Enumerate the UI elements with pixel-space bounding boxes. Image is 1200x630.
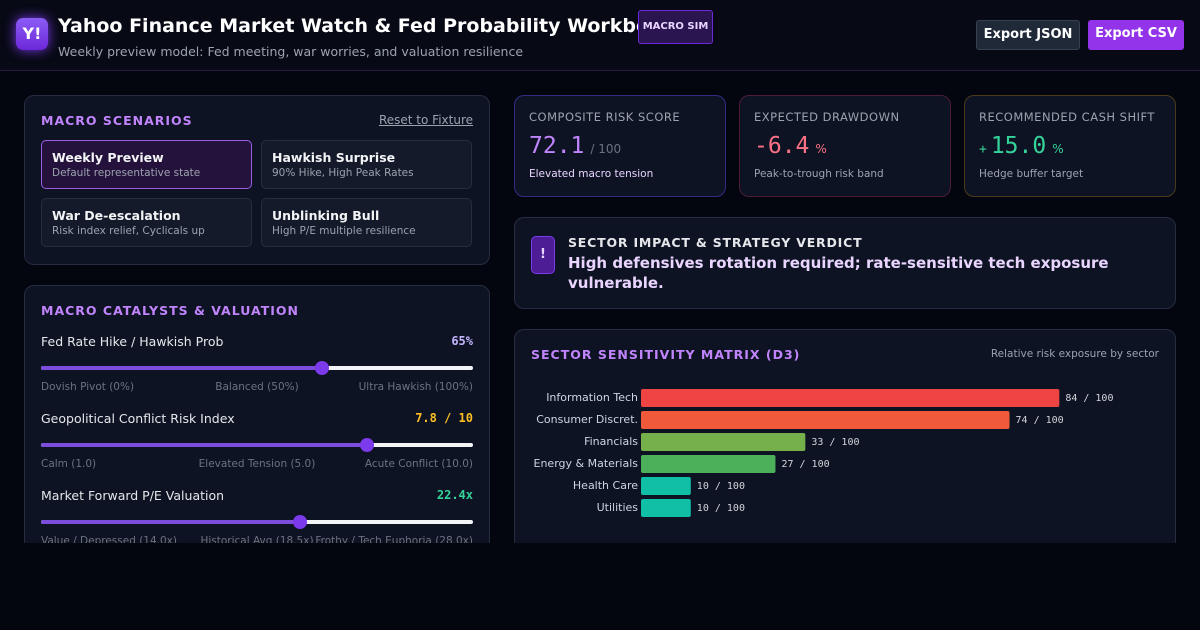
metric-note: Hedge buffer target — [979, 168, 1084, 180]
metric-value: 72.1 / 100 — [529, 133, 621, 159]
scenario-desc: Risk index relief, Cyclicals up — [52, 225, 205, 237]
slider-thumb[interactable] — [314, 361, 329, 375]
scenario-name: Hawkish Surprise — [272, 150, 396, 165]
chart-title: SECTOR SENSITIVITY MATRIX (D3) — [531, 347, 801, 362]
bar — [641, 433, 806, 451]
slider-value: 65% — [451, 334, 473, 348]
export-json[interactable]: Export JSON — [976, 20, 1080, 50]
verdict-title: SECTOR IMPACT & STRATEGY VERDICT — [568, 235, 863, 250]
bar — [641, 477, 691, 495]
metric-number: 72.1 — [529, 133, 585, 159]
scenario-name: War De-escalation — [52, 208, 181, 223]
scenario-name: Weekly Preview — [52, 150, 164, 165]
slider-track — [41, 438, 473, 452]
category-label: Information Tech — [546, 391, 638, 404]
scenario-card[interactable]: Hawkish Surprise 90% Hike, High Peak Rate… — [261, 140, 472, 189]
header: Y! Yahoo Finance Market Watch & Fed Prob… — [0, 0, 1200, 71]
value-label: 27 / 100 — [781, 459, 829, 470]
slider-scale-label: Calm (1.0) — [41, 458, 97, 470]
catalysts-panel: MACRO CATALYSTS & VALUATION Fed Rate Hik… — [24, 285, 490, 543]
slider-thumb[interactable] — [293, 515, 308, 529]
slider-label: Geopolitical Conflict Risk Index — [41, 411, 235, 426]
badge: MACRO SIM — [638, 10, 713, 44]
category-label: Financials — [584, 435, 638, 448]
category-label: Health Care — [573, 479, 638, 492]
bar — [641, 389, 1060, 407]
slider-scale-label: Ultra Hawkish (100%) — [358, 381, 473, 393]
scenario-desc: High P/E multiple resilience — [272, 225, 416, 237]
metric-card: EXPECTED DRAWDOWN -6.4% Peak-to-trough ris… — [739, 95, 951, 197]
metric-label: EXPECTED DRAWDOWN — [754, 110, 900, 124]
app: Y! Yahoo Finance Market Watch & Fed Prob… — [0, 0, 1200, 543]
scenario-desc: Default representative state — [52, 167, 201, 179]
chart: Information Tech 84 / 100 Consumer Discret… — [534, 389, 1113, 517]
bar — [641, 455, 776, 473]
metric-note: Elevated macro tension — [529, 168, 654, 180]
metric-label: RECOMMENDED CASH SHIFT — [979, 110, 1155, 124]
slider-thumb[interactable] — [360, 438, 375, 452]
category-label: Consumer Discret. — [536, 413, 638, 426]
category-label: Utilities — [597, 501, 639, 514]
slider-scale-label: Elevated Tension (5.0) — [198, 458, 316, 470]
slider-track — [41, 361, 473, 375]
scenario-card[interactable]: Unblinking Bull High P/E multiple resilie… — [261, 198, 472, 247]
verdict-text: High defensives rotation required; rate-… — [568, 254, 1109, 292]
value-label: 10 / 100 — [697, 481, 745, 492]
metric-number: -6.4 — [754, 133, 810, 159]
subtitle: Weekly preview model: Fed meeting, war w… — [58, 44, 524, 59]
slider-track — [41, 515, 473, 529]
panel-title: MACRO SCENARIOS — [41, 113, 193, 128]
slider-fill — [41, 443, 368, 447]
scenario-card[interactable]: Weekly Preview Default representative sta… — [41, 140, 252, 189]
bar — [641, 411, 1010, 429]
title: Yahoo Finance Market Watch & Fed Probabi… — [58, 15, 688, 37]
scenario-name: Unblinking Bull — [272, 208, 380, 223]
slider-scale-label: Balanced (50%) — [215, 381, 299, 393]
scenarios-panel: MACRO SCENARIOS Reset to Fixture Weekly … — [24, 95, 490, 265]
slider-scale-label: Historical Avg (18.5x) — [200, 535, 314, 543]
slider-scale-label: Value / Depressed (14.0x) — [41, 535, 177, 543]
verdict-icon: ! — [531, 236, 555, 274]
metric-unit: % — [1052, 142, 1064, 156]
metric-value: -6.4% — [754, 133, 827, 159]
slider-scale-label: Dovish Pivot (0%) — [41, 381, 135, 393]
value-label: 33 / 100 — [811, 437, 859, 448]
logo: Y! — [16, 18, 48, 50]
scenario-card[interactable]: War De-escalation Risk index relief, Cycl… — [41, 198, 252, 247]
slider-label: Market Forward P/E Valuation — [41, 488, 225, 503]
metric-number: 15.0 — [990, 133, 1047, 159]
slider-fill — [41, 366, 322, 370]
slider-scale-label: Acute Conflict (10.0) — [364, 458, 473, 470]
value-label: 74 / 100 — [1016, 415, 1064, 426]
metric-card: COMPOSITE RISK SCORE 72.1 / 100 Elevated ma… — [514, 95, 726, 197]
metric-unit: / 100 — [590, 142, 622, 156]
metric-unit: % — [815, 142, 827, 156]
slider-fill — [41, 520, 301, 524]
matrix-panel: SECTOR SENSITIVITY MATRIX (D3) Relative … — [514, 329, 1176, 543]
metric-value: +15.0% — [979, 133, 1064, 159]
slider-value: 7.8 / 10 — [415, 411, 473, 425]
metric-label: COMPOSITE RISK SCORE — [529, 110, 681, 124]
category-label: Energy & Materials — [534, 457, 639, 470]
value-label: 10 / 100 — [697, 503, 745, 514]
scenario-desc: 90% Hike, High Peak Rates — [272, 167, 414, 179]
chart-subtitle: Relative risk exposure by sector — [990, 348, 1159, 360]
slider-scale-label: Frothy / Tech Euphoria (28.0x) — [315, 535, 473, 543]
reset-link[interactable]: Reset to Fixture — [378, 113, 473, 127]
export-csv[interactable]: Export CSV — [1088, 20, 1184, 50]
bar — [641, 499, 691, 517]
metric-note: Peak-to-trough risk band — [754, 168, 884, 180]
metric-card: RECOMMENDED CASH SHIFT +15.0% Hedge buffer… — [964, 95, 1176, 197]
verdict-panel: ! SECTOR IMPACT & STRATEGY VERDICT High … — [514, 217, 1176, 309]
panel-title: MACRO CATALYSTS & VALUATION — [41, 303, 299, 318]
slider-value: 22.4x — [436, 488, 473, 502]
metric-sign: + — [979, 142, 987, 157]
value-label: 84 / 100 — [1065, 393, 1113, 404]
slider-label: Fed Rate Hike / Hawkish Prob — [41, 334, 224, 349]
